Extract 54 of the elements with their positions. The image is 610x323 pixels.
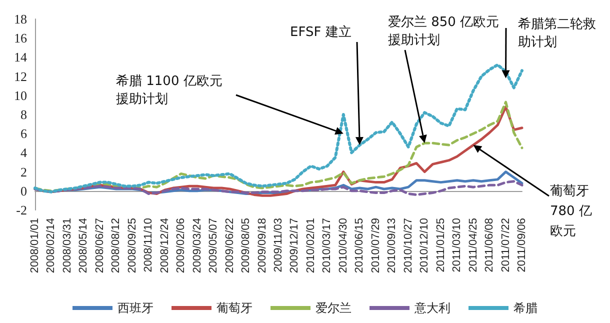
annotation: 希腊第二轮救助计划 [518, 16, 597, 52]
x-tick-label: 2009/03/24 [191, 218, 204, 274]
y-tick-label: 8 [20, 107, 27, 122]
y-tick-label: 14 [14, 50, 28, 65]
y-tick-label: 18 [14, 12, 27, 26]
legend-label: 意大利 [414, 301, 450, 315]
y-tick-label: 16 [14, 30, 28, 46]
x-tick-label: 2010/04/30 [337, 218, 350, 274]
x-tick-label: 2008/06/27 [94, 218, 106, 274]
x-tick-label: 2009/05/07 [208, 218, 220, 274]
x-tick-label: 2008/08/12 [110, 218, 122, 274]
legend-label: 希腊 [514, 301, 538, 315]
x-tick-label: 2010/03/17 [321, 218, 334, 274]
x-tick-label: 2009/06/22 [224, 218, 236, 274]
x-tick-label: 2010/02/01 [304, 218, 317, 274]
x-tick-label: 2008/01/01 [29, 218, 41, 274]
x-tick-label: 2008/09/25 [126, 218, 138, 274]
x-tick-label: 2009/09/18 [256, 218, 268, 274]
y-tick-label: 2 [20, 164, 27, 180]
y-tick-label: 6 [20, 126, 28, 142]
y-tick-label: 10 [14, 88, 27, 103]
x-tick-label: 2008/03/31 [61, 218, 74, 274]
x-tick-label: 2010/07/29 [370, 218, 382, 274]
y-tick-label: -2 [16, 202, 27, 218]
x-tick-label: 2010/12/10 [418, 218, 431, 274]
annotation: EFSF 建立 [290, 24, 352, 42]
x-tick-label: 2009/11/03 [272, 218, 284, 272]
annotation: 希腊 1100 亿欧元援助计划 [116, 73, 224, 109]
x-tick-label: 2010/09/13 [386, 218, 398, 274]
x-tick-label: 2011/03/10 [451, 218, 464, 272]
legend-label: 葡萄牙 [216, 301, 252, 315]
x-tick-label: 2011/07/22 [500, 218, 512, 272]
x-tick-label: 2011/06/08 [484, 218, 496, 272]
y-tick-label: 4 [20, 145, 28, 160]
x-tick-label: 2009/12/17 [288, 218, 301, 274]
annotation: 爱尔兰 850 亿欧元援助计划 [388, 14, 500, 50]
x-tick-label: 2009/08/05 [240, 218, 252, 274]
legend-label: 爱尔兰 [316, 301, 352, 315]
line-series [34, 63, 524, 194]
x-tick-label: 2011/04/25 [467, 218, 480, 272]
x-tick-label: 2010/06/15 [354, 218, 366, 274]
y-tick-label: 0 [20, 183, 27, 198]
x-tick-label: 2011/01/25 [434, 218, 447, 272]
x-tick-label: 2008/05/14 [78, 218, 90, 274]
x-tick-label: 2008/12/24 [158, 218, 171, 274]
y-tick-label: 12 [14, 68, 27, 84]
x-tick-label: 2009/02/06 [175, 218, 188, 274]
x-tick-label: 2011/09/06 [516, 218, 528, 272]
x-tick-label: 2008/02/14 [45, 218, 58, 274]
x-tick-label: 2010/10/27 [402, 218, 414, 274]
legend-label: 西班牙 [118, 301, 154, 315]
annotation: 葡萄牙 780 亿欧元 [550, 183, 593, 241]
x-tick-label: 2008/11/10 [142, 218, 155, 272]
line-series [34, 180, 524, 196]
